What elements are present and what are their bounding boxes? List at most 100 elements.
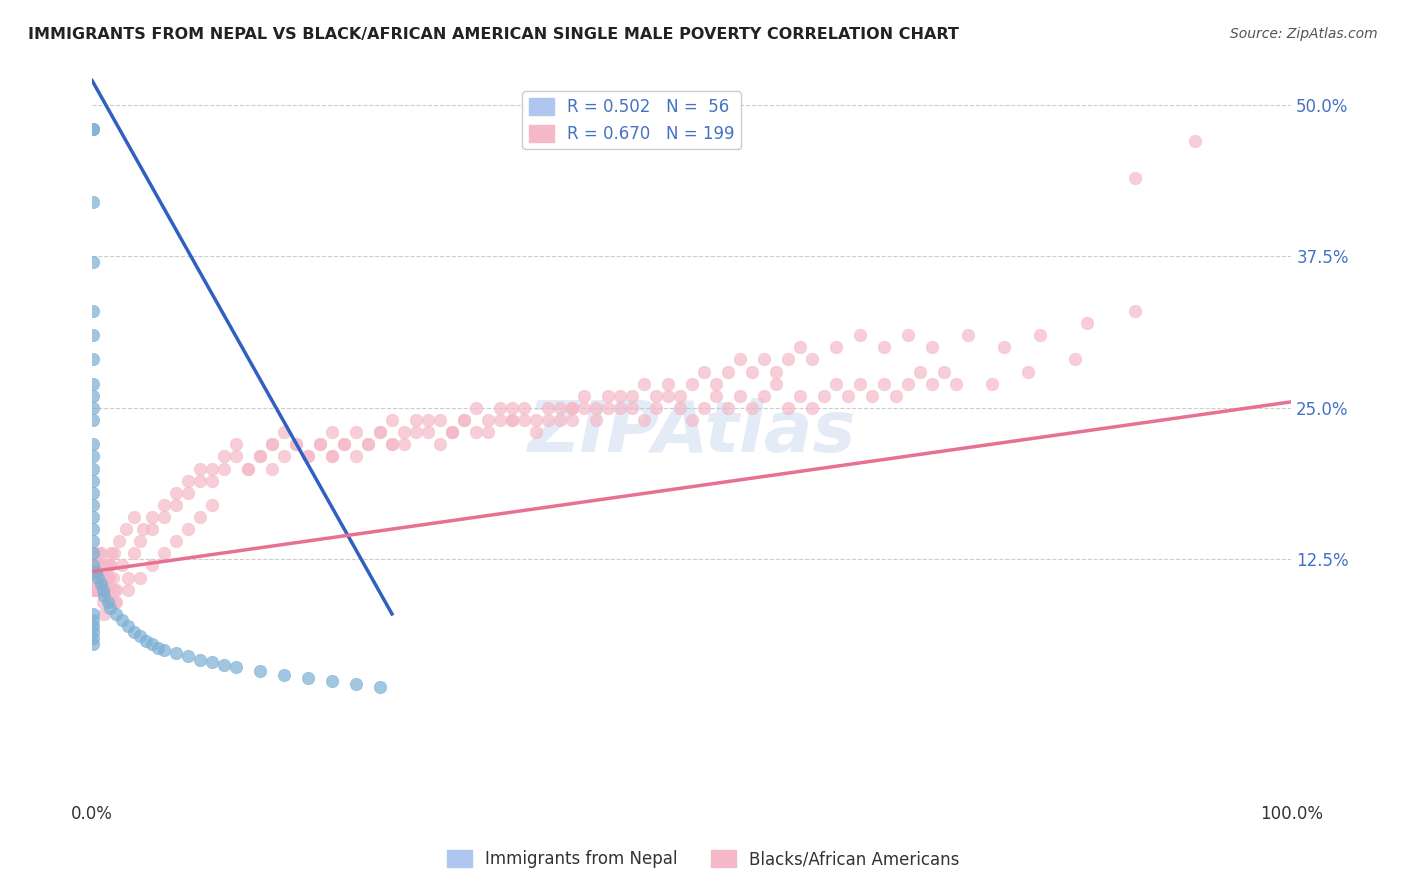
- Point: [321, 673, 343, 688]
- Point: [260, 437, 283, 451]
- Point: [765, 365, 787, 379]
- Point: [285, 437, 308, 451]
- Point: [321, 450, 343, 464]
- Point: [561, 401, 583, 415]
- Point: [537, 401, 560, 415]
- Point: [728, 389, 751, 403]
- Point: [633, 376, 655, 391]
- Point: [90, 558, 112, 573]
- Point: [477, 413, 499, 427]
- Point: [765, 376, 787, 391]
- Point: [752, 352, 775, 367]
- Legend: Immigrants from Nepal, Blacks/African Americans: Immigrants from Nepal, Blacks/African Am…: [440, 843, 966, 875]
- Point: [117, 571, 139, 585]
- Point: [704, 376, 727, 391]
- Point: [82, 631, 104, 645]
- Point: [82, 546, 104, 560]
- Point: [93, 582, 115, 597]
- Point: [813, 389, 835, 403]
- Point: [273, 450, 295, 464]
- Point: [82, 546, 104, 560]
- Point: [585, 413, 607, 427]
- Point: [440, 425, 463, 439]
- Point: [609, 401, 631, 415]
- Text: ZIPAtlas: ZIPAtlas: [527, 398, 856, 467]
- Point: [1125, 170, 1147, 185]
- Point: [932, 365, 955, 379]
- Point: [453, 413, 475, 427]
- Point: [82, 401, 104, 415]
- Point: [122, 625, 145, 640]
- Point: [94, 571, 117, 585]
- Point: [956, 328, 979, 343]
- Point: [620, 401, 643, 415]
- Text: IMMIGRANTS FROM NEPAL VS BLACK/AFRICAN AMERICAN SINGLE MALE POVERTY CORRELATION : IMMIGRANTS FROM NEPAL VS BLACK/AFRICAN A…: [28, 27, 959, 42]
- Point: [117, 619, 139, 633]
- Point: [921, 340, 943, 354]
- Point: [129, 534, 152, 549]
- Point: [884, 389, 907, 403]
- Point: [776, 352, 799, 367]
- Point: [141, 522, 163, 536]
- Point: [225, 437, 247, 451]
- Point: [776, 401, 799, 415]
- Point: [1064, 352, 1087, 367]
- Point: [86, 582, 108, 597]
- Point: [524, 413, 547, 427]
- Point: [96, 558, 118, 573]
- Point: [489, 413, 512, 427]
- Point: [212, 461, 235, 475]
- Point: [82, 607, 104, 621]
- Point: [97, 595, 120, 609]
- Point: [344, 425, 367, 439]
- Point: [188, 653, 211, 667]
- Point: [440, 425, 463, 439]
- Point: [644, 401, 666, 415]
- Point: [897, 328, 920, 343]
- Point: [405, 413, 427, 427]
- Point: [333, 437, 356, 451]
- Point: [82, 376, 104, 391]
- Point: [97, 582, 120, 597]
- Point: [153, 498, 176, 512]
- Point: [122, 546, 145, 560]
- Point: [800, 352, 823, 367]
- Point: [165, 534, 187, 549]
- Point: [82, 613, 104, 627]
- Point: [860, 389, 883, 403]
- Point: [644, 389, 666, 403]
- Point: [572, 389, 595, 403]
- Point: [561, 413, 583, 427]
- Point: [717, 365, 740, 379]
- Point: [368, 425, 391, 439]
- Point: [693, 401, 716, 415]
- Point: [440, 425, 463, 439]
- Point: [93, 589, 115, 603]
- Point: [212, 657, 235, 672]
- Point: [824, 376, 846, 391]
- Point: [188, 474, 211, 488]
- Point: [105, 595, 128, 609]
- Point: [103, 546, 125, 560]
- Point: [333, 437, 356, 451]
- Point: [513, 413, 536, 427]
- Point: [789, 389, 811, 403]
- Point: [321, 425, 343, 439]
- Point: [405, 425, 427, 439]
- Point: [93, 582, 115, 597]
- Point: [872, 340, 894, 354]
- Point: [83, 582, 105, 597]
- Point: [1028, 328, 1050, 343]
- Point: [82, 328, 104, 343]
- Point: [105, 607, 128, 621]
- Point: [86, 571, 108, 585]
- Point: [357, 437, 380, 451]
- Point: [90, 576, 112, 591]
- Point: [165, 646, 187, 660]
- Point: [668, 401, 690, 415]
- Point: [501, 413, 523, 427]
- Point: [489, 401, 512, 415]
- Point: [453, 413, 475, 427]
- Point: [177, 649, 200, 664]
- Point: [297, 450, 319, 464]
